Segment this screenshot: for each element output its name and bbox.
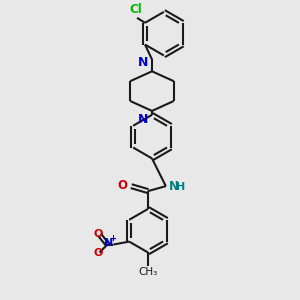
Text: O: O: [117, 179, 127, 192]
Text: Cl: Cl: [130, 3, 142, 16]
Text: N: N: [104, 238, 113, 248]
Text: H: H: [176, 182, 185, 192]
Text: N: N: [138, 56, 148, 69]
Text: N: N: [138, 113, 148, 126]
Text: O: O: [94, 248, 103, 259]
Text: N: N: [169, 180, 179, 193]
Text: +: +: [109, 234, 116, 243]
Text: CH₃: CH₃: [138, 267, 158, 277]
Text: O: O: [94, 229, 103, 239]
